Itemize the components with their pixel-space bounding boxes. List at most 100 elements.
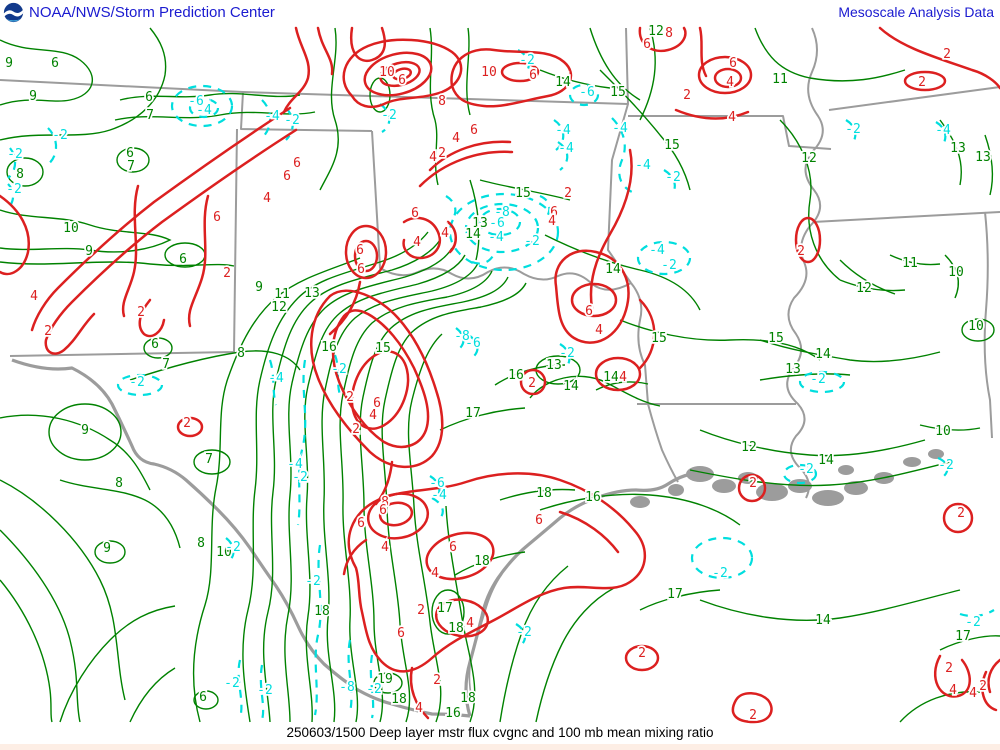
galveston-bay <box>630 496 650 508</box>
divergence-contour <box>469 335 479 357</box>
contour-label-green: 16 <box>445 706 461 721</box>
contour-label-cyan: -4 <box>612 121 628 136</box>
convergence-contour <box>378 501 414 527</box>
convergence-contour <box>121 184 140 318</box>
contour-label-red: 4 <box>466 616 474 631</box>
contour-label-green: 9 <box>5 56 13 71</box>
contour-label-green: 18 <box>536 486 552 501</box>
mixing-ratio-contour <box>48 403 122 461</box>
contour-label-green: 9 <box>85 244 93 259</box>
convergence-contour <box>282 26 311 114</box>
convergence-contour <box>674 108 750 120</box>
contour-label-green: 15 <box>610 85 626 100</box>
convergence-contour <box>713 67 743 89</box>
mixing-ratio-contour <box>445 505 476 723</box>
convergence-contour <box>402 216 441 260</box>
mixing-ratio-contour <box>373 672 403 694</box>
contour-label-red: 6 <box>470 123 478 138</box>
contour-label-green: 11 <box>274 287 290 302</box>
mixing-ratio-contour <box>193 449 231 475</box>
site-title[interactable]: NOAA/NWS/Storm Prediction Center <box>29 4 275 21</box>
mixing-ratio-contour <box>689 461 951 487</box>
contour-label-cyan: -2 <box>938 458 954 473</box>
contour-label-red: 8 <box>381 495 389 510</box>
contour-label-green: 13 <box>472 216 488 231</box>
divergence-contour <box>959 609 995 618</box>
divergence-contour <box>429 475 441 499</box>
convergence-contour <box>981 670 998 712</box>
contour-label-cyan: -2 <box>129 375 145 390</box>
contour-label-red: 2 <box>943 47 951 62</box>
convergence-contour <box>350 350 410 430</box>
contour-label-green: 17 <box>667 587 683 602</box>
contour-label-red: 6 <box>397 626 405 641</box>
contour-label-green: 9 <box>81 423 89 438</box>
contour-label-red: 6 <box>585 304 593 319</box>
state-border-tn-ms <box>812 211 1000 223</box>
wetland-blob <box>928 449 944 459</box>
contour-label-cyan: -4 <box>649 243 665 258</box>
contour-label-green: 15 <box>375 341 391 356</box>
mixing-ratio-contour <box>499 488 576 501</box>
mixing-ratio-contour <box>779 119 841 281</box>
analysis-data-title[interactable]: Mesoscale Analysis Data <box>838 4 994 20</box>
contour-label-green: 6 <box>51 56 59 71</box>
state-border-37n <box>0 79 629 105</box>
mixing-ratio-contour <box>284 247 453 723</box>
state-border-tn-diagonal <box>828 86 1000 111</box>
contour-label-red: 6 <box>643 37 651 52</box>
contour-label-green: 13 <box>975 150 991 165</box>
mixing-ratio-contour <box>699 589 961 621</box>
contour-label-green: 16 <box>508 368 524 383</box>
mississippi-river <box>786 27 824 499</box>
contour-label-red: 4 <box>369 408 377 423</box>
convergence-contour <box>316 26 334 76</box>
contour-label-green: 10 <box>216 545 232 560</box>
contour-label-red: 4 <box>619 370 627 385</box>
contour-label-cyan: -2 <box>366 682 382 697</box>
contour-label-cyan: -6 <box>465 336 481 351</box>
contour-label-green: 14 <box>605 262 621 277</box>
wetland-blob <box>712 479 736 493</box>
mixing-ratio-contour <box>0 39 93 106</box>
convergence-contour <box>353 239 379 273</box>
contour-label-red: 2 <box>683 88 691 103</box>
mixing-ratio-contour <box>339 270 493 723</box>
contour-label-green: 17 <box>437 601 453 616</box>
state-border-nm-tx <box>9 128 238 357</box>
contour-label-green: 18 <box>314 604 330 619</box>
mixing-ratio-contour <box>429 27 439 186</box>
convergence-contour <box>331 309 430 449</box>
convergence-contour <box>425 531 495 581</box>
wetland-blob <box>812 490 844 506</box>
divergence-contour <box>798 370 846 394</box>
contour-label-green: 14 <box>563 379 579 394</box>
divergence-contour <box>116 373 164 397</box>
divergence-contour <box>45 127 58 167</box>
contour-label-green: 8 <box>237 346 245 361</box>
mixing-ratio-contour <box>539 493 741 526</box>
mixing-ratio-contour <box>939 119 962 186</box>
mixing-ratio-contour <box>116 147 150 173</box>
contour-label-green: 8 <box>115 476 123 491</box>
contour-label-red: 2 <box>638 646 646 661</box>
divergence-contour <box>690 536 754 580</box>
contour-label-green: 13 <box>950 141 966 156</box>
noaa-logo-wave <box>6 19 21 22</box>
mixing-ratio-contour <box>0 579 53 723</box>
convergence-contour <box>30 106 292 332</box>
contour-label-cyan: -6 <box>579 85 595 100</box>
divergence-contour <box>515 623 526 647</box>
convergence-contour <box>450 48 573 108</box>
contour-label-red: 2 <box>749 708 757 723</box>
mixing-ratio-contour <box>262 239 441 723</box>
contour-label-green: 18 <box>448 621 464 636</box>
mixing-ratio-contour <box>304 254 466 723</box>
contour-label-green: 10 <box>948 265 964 280</box>
contour-label-green: 12 <box>271 300 287 315</box>
contour-label-cyan: -8 <box>454 329 470 344</box>
convergence-contour <box>500 61 540 83</box>
mixing-ratio-contour <box>639 27 656 121</box>
contour-label-green: 6 <box>126 146 134 161</box>
